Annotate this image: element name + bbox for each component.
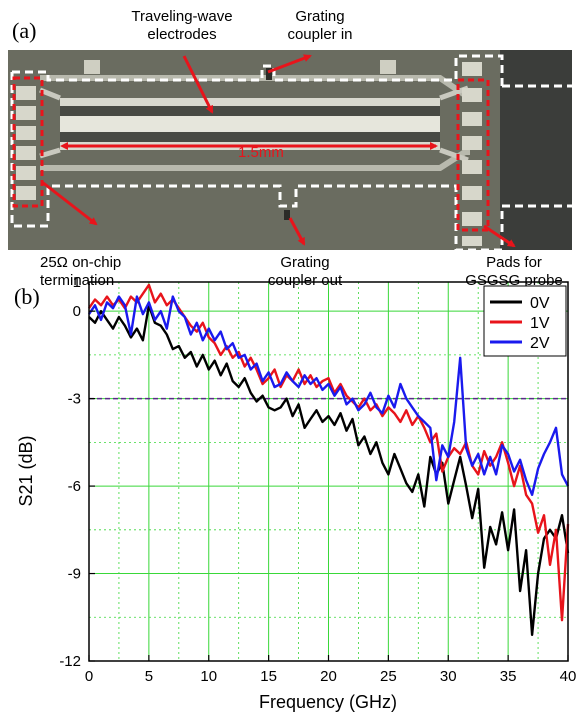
x-tick-label: 15 (260, 668, 277, 685)
top-pad-1 (84, 60, 100, 74)
top-pad-2 (380, 60, 396, 74)
series-line-1V (88, 283, 570, 622)
electrode-ground-center (60, 116, 440, 132)
series-line-0V (88, 304, 570, 636)
pads-line1: Pads for (486, 254, 542, 271)
traveling-wave-line2: electrodes (147, 26, 217, 43)
x-tick-label: 30 (440, 668, 457, 685)
electrode-signal-1 (60, 98, 440, 106)
termination-arrow (41, 180, 98, 226)
legend-label-2V: 2V (530, 335, 550, 352)
panel-b-label: (b) (14, 284, 40, 309)
tick-layer: 0 5 10 15 20 25 30 35 400-3-6-9-121 (59, 274, 576, 685)
x-tick-label: 0 (85, 668, 93, 685)
right-pads (462, 62, 482, 246)
pads-line2: GSGSG probe (465, 272, 563, 289)
traveling-wave-arrow (182, 55, 214, 114)
grating-coupler-out-spot (284, 210, 290, 220)
traveling-wave-label: Traveling-wave electrodes (112, 8, 252, 44)
x-tick-label: 10 (200, 668, 217, 685)
left-pads (16, 86, 36, 200)
x-tick-label: 35 (500, 668, 517, 685)
panel-a-label: (a) (12, 18, 37, 43)
grating-in-label: Grating coupler in (270, 8, 370, 44)
plot-frame (88, 281, 569, 662)
termination-line2: termination (40, 272, 115, 289)
termination-label: 25Ω on-chip termination (40, 254, 170, 290)
series-layer (88, 283, 570, 636)
grating-out-arrow (288, 217, 306, 246)
y-tick-label: -3 (68, 391, 81, 408)
chip-micrograph (8, 50, 572, 252)
legend-label-0V: 0V (530, 295, 550, 312)
grating-in-line1: Grating (295, 8, 345, 25)
x-tick-label: 40 (560, 668, 576, 685)
red-dashed-outline-right (456, 78, 490, 232)
grating-coupler-in-spot (266, 68, 272, 80)
legend-label-1V: 1V (530, 315, 550, 332)
grating-out-line1: Grating (280, 254, 330, 271)
x-tick-label: 25 (380, 668, 397, 685)
grid-layer (89, 282, 568, 661)
y-tick-label: -12 (59, 653, 81, 670)
grating-out-line2: coupler out (267, 272, 343, 289)
pads-arrow (483, 224, 516, 248)
x-tick-label: 20 (320, 668, 337, 685)
red-dashed-outline-left (12, 76, 44, 208)
y-tick-label: -6 (68, 478, 81, 495)
white-dashed-outline (10, 54, 572, 252)
pads-label: Pads for GSGSG probe (458, 254, 570, 290)
legend-box (483, 285, 567, 357)
legend: 0V 1V 2V (483, 285, 567, 357)
grating-in-line2: coupler in (287, 26, 353, 43)
electrode-outer-bottom (40, 149, 470, 171)
y-axis-label: S21 (dB) (16, 435, 36, 506)
chip-right-region (500, 50, 572, 250)
y-tick-label: -9 (68, 566, 81, 583)
grating-out-label: Grating coupler out (250, 254, 360, 290)
x-tick-label: 5 (145, 668, 153, 685)
series-line-2V (88, 295, 570, 496)
termination-line1: 25Ω on-chip (40, 254, 122, 271)
x-axis-label: Frequency (GHz) (259, 692, 397, 712)
length-label: 1.5mm (238, 144, 284, 161)
y-tick-label: 0 (73, 303, 81, 320)
traveling-wave-line1: Traveling-wave (131, 8, 233, 25)
grating-in-arrow (267, 54, 312, 74)
